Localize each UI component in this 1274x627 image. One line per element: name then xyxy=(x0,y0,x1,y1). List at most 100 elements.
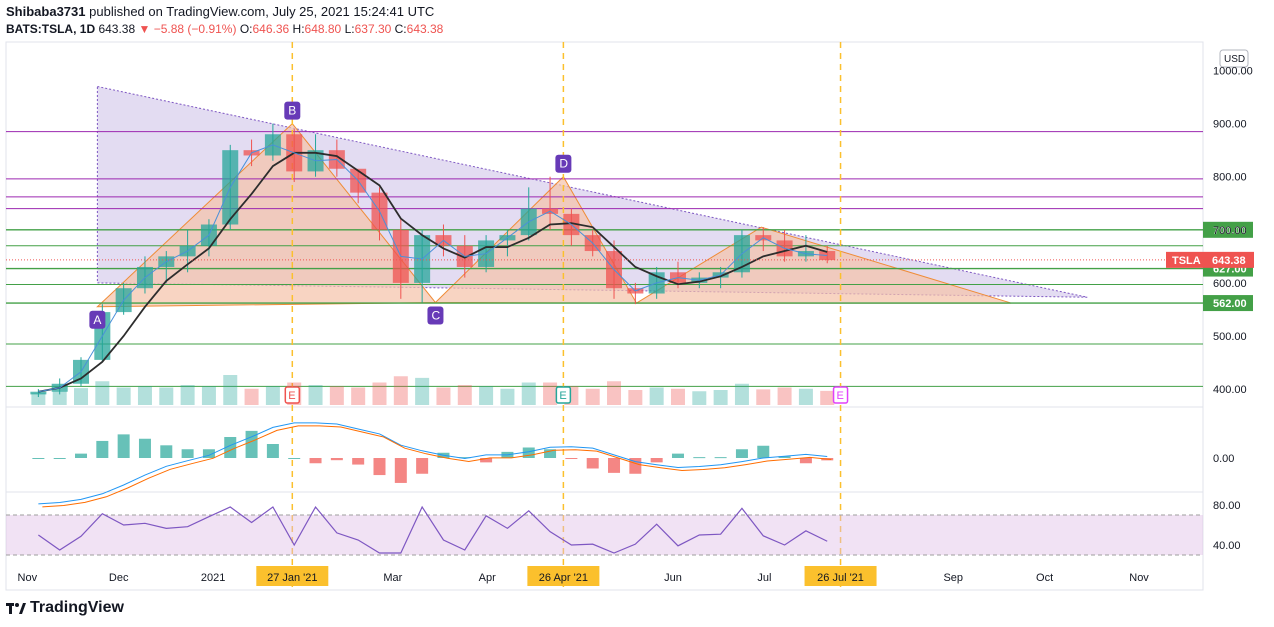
earnings-label: E xyxy=(837,390,844,402)
volume-bar xyxy=(52,391,67,405)
earnings-label: E xyxy=(288,390,295,402)
harmonic-point-label: C xyxy=(431,309,440,323)
earnings-label: E xyxy=(559,390,566,402)
y-tick-label: 500.00 xyxy=(1213,331,1247,343)
volume-bar xyxy=(820,390,835,405)
price-level-text: 700.00 xyxy=(1213,225,1247,237)
plot-frame xyxy=(5,41,1204,591)
earnings-marker[interactable]: E xyxy=(284,386,301,404)
rsi-line xyxy=(38,505,828,554)
macd-histogram-bar xyxy=(693,457,706,459)
x-tick-label: Nov xyxy=(18,572,38,584)
symbol-info: BATS:TSLA, 1D 643.38 ▼ −5.88 (−0.91%) O:… xyxy=(6,22,443,36)
author-name: Shibaba3731 xyxy=(6,4,86,19)
volume-bar xyxy=(649,387,664,405)
y-tick-label: 800.00 xyxy=(1213,172,1247,184)
macd-histogram-bar xyxy=(778,456,791,458)
date-marker-text: 27 Jan '21 xyxy=(267,572,317,584)
y-tick-label: 1000.00 xyxy=(1213,66,1253,78)
harmonic-point-c: C xyxy=(427,306,444,325)
macd-histogram-bar xyxy=(671,453,684,458)
ohlc-o-label: O: xyxy=(239,22,253,36)
volume-bar xyxy=(31,393,46,405)
symbol: BATS:TSLA, 1D xyxy=(6,22,96,36)
publish-info: Shibaba3731 published on TradingView.com… xyxy=(6,4,434,19)
last-price-badge: TSLA 643.38 xyxy=(1166,251,1254,268)
x-tick-label: Mar xyxy=(383,572,402,584)
x-tick-label: Jun xyxy=(664,572,682,584)
volume-bar xyxy=(436,387,451,405)
macd-histogram-bar xyxy=(288,458,301,459)
x-tick-label: Dec xyxy=(109,572,129,584)
harmonic-point-b: B xyxy=(284,101,301,120)
x-tick-label: Oct xyxy=(1036,572,1053,584)
volume-bar xyxy=(329,386,344,405)
macd-histogram-bar xyxy=(224,437,237,458)
earnings-marker[interactable]: E xyxy=(555,386,572,404)
macd-histogram-bar xyxy=(181,449,194,458)
down-arrow-icon: ▼ xyxy=(138,22,151,36)
date-marker-label: 26 Jul '21 xyxy=(804,566,877,586)
slow-moving-average xyxy=(38,151,828,393)
ohlc-o-value: 646.36 xyxy=(252,22,290,36)
ohlc-h-label: H: xyxy=(292,22,305,36)
rsi-tick-label: 80.00 xyxy=(1213,500,1241,512)
volume-bar xyxy=(393,376,408,405)
macd-histogram-bar xyxy=(416,458,429,474)
volume-bar xyxy=(500,388,515,405)
macd-histogram-bar xyxy=(53,458,66,459)
volume-bar xyxy=(521,382,536,405)
volume-bar xyxy=(201,386,216,405)
ohlc-c-value: 643.38 xyxy=(406,22,444,36)
earnings-marker[interactable]: E xyxy=(832,386,849,404)
macd-histogram-bar xyxy=(458,457,471,459)
volume-bar xyxy=(308,385,323,405)
volume-bar xyxy=(372,382,387,405)
macd-histogram-bar xyxy=(565,458,578,459)
fast-moving-average xyxy=(38,144,828,393)
macd-zero-label: 0.00 xyxy=(1213,453,1234,465)
volume-bar xyxy=(351,387,366,405)
macd-histogram-bar xyxy=(799,458,812,464)
macd-line xyxy=(38,422,828,505)
macd-histogram-bar xyxy=(117,434,130,458)
volume-bar xyxy=(137,386,152,405)
harmonic-xab xyxy=(96,122,437,308)
macd-histogram-bar xyxy=(373,458,386,476)
date-marker-text: 26 Apr '21 xyxy=(539,572,588,584)
volume-bar xyxy=(777,387,792,405)
volume-bar xyxy=(457,385,472,405)
price-change: −5.88 (−0.91%) xyxy=(153,22,237,36)
volume-bar xyxy=(670,388,685,405)
macd-histogram-bar xyxy=(735,449,748,458)
volume-bar xyxy=(415,377,430,405)
candle[interactable] xyxy=(30,389,47,398)
macd-histogram-bar xyxy=(75,453,88,458)
macd-histogram-bar xyxy=(138,438,151,458)
volume-bar xyxy=(223,375,238,405)
macd-histogram-bar xyxy=(160,445,173,458)
volume-bar xyxy=(479,386,494,405)
macd-histogram-bar xyxy=(544,449,557,458)
last-price: 643.38 xyxy=(98,22,136,36)
macd-histogram-bar xyxy=(330,458,343,461)
macd-histogram-bar xyxy=(480,458,493,463)
macd-histogram-bar xyxy=(96,440,109,458)
macd-histogram-bar xyxy=(309,458,322,464)
macd-histogram-bar xyxy=(608,458,621,473)
rsi-band xyxy=(6,515,1203,555)
volume-bar xyxy=(713,390,728,405)
harmonic-point-d: D xyxy=(555,154,572,173)
ohlc-l-value: 637.30 xyxy=(354,22,392,36)
macd-signal-line xyxy=(42,425,832,508)
x-tick-label: Sep xyxy=(943,572,963,584)
x-tick-label: Nov xyxy=(1129,572,1149,584)
tradingview-brand: TradingView xyxy=(30,599,124,616)
macd-histogram-bar xyxy=(650,458,663,463)
harmonic-point-label: A xyxy=(93,313,101,327)
macd-histogram-bar xyxy=(522,447,535,458)
macd-histogram-bar xyxy=(266,444,279,458)
volume-bar xyxy=(116,387,131,405)
harmonic-point-a: A xyxy=(89,310,106,329)
